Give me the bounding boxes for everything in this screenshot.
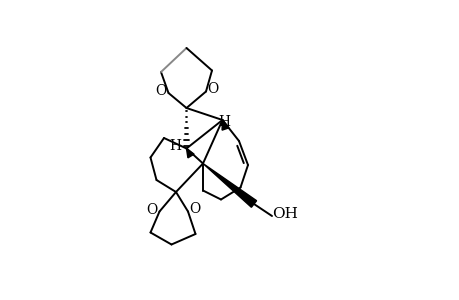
Text: H: H [169,139,181,152]
Text: H: H [218,115,230,128]
Text: OH: OH [272,208,298,221]
Polygon shape [222,120,229,130]
Polygon shape [202,164,256,207]
Text: O: O [146,203,157,217]
Text: O: O [155,84,166,98]
Polygon shape [186,148,194,158]
Text: O: O [189,202,200,216]
Text: O: O [207,82,218,96]
